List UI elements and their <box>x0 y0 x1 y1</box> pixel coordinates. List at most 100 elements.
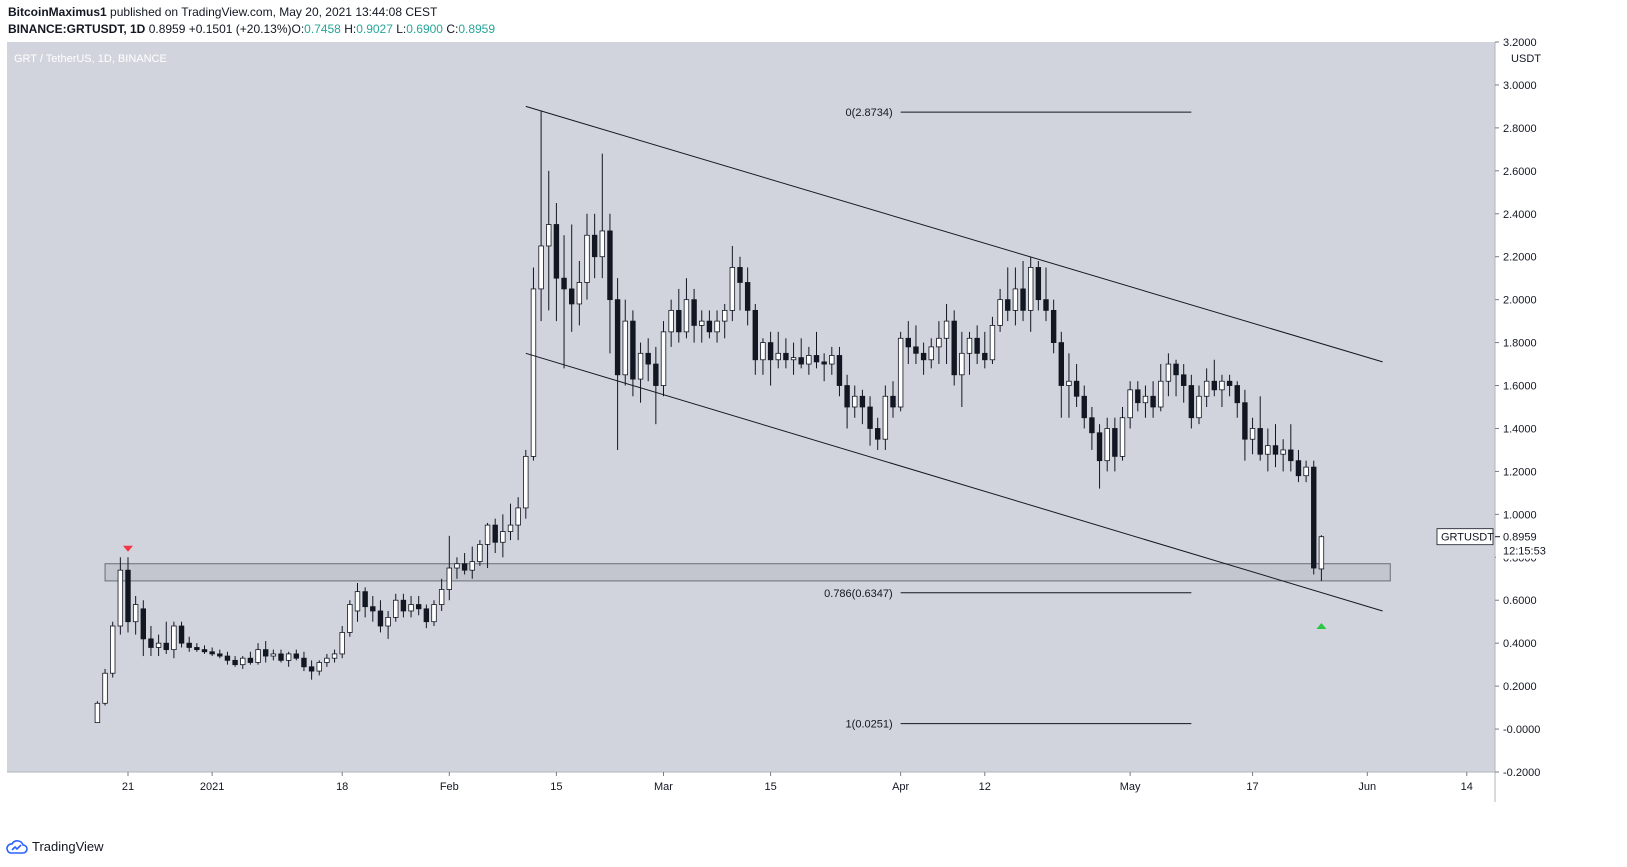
candle-body <box>423 608 430 623</box>
candle <box>668 299 674 347</box>
candle <box>423 604 430 629</box>
candle <box>943 303 950 365</box>
candle <box>1234 381 1240 418</box>
candle <box>1089 407 1095 450</box>
candle-body <box>1058 342 1064 386</box>
candle <box>408 595 414 618</box>
candle-body <box>1303 466 1309 477</box>
price-change: +0.1501 (+20.13%) <box>188 22 292 36</box>
candle <box>622 299 628 386</box>
candle-body <box>867 406 873 429</box>
candle-body <box>507 524 514 532</box>
candle <box>255 643 261 665</box>
candle <box>354 583 361 622</box>
candle <box>438 578 445 611</box>
candle-body <box>852 395 858 408</box>
candle <box>1242 389 1248 461</box>
candle <box>966 331 973 375</box>
y-tick-label: 0.6000 <box>1503 595 1537 607</box>
candle <box>1288 424 1294 472</box>
candle-body <box>1257 428 1263 455</box>
candle <box>324 653 330 667</box>
candle-body <box>829 355 835 365</box>
candle-body <box>951 320 957 376</box>
candle-body <box>691 299 697 326</box>
candle <box>400 593 407 618</box>
candle <box>370 595 376 622</box>
candle <box>515 497 521 541</box>
candle <box>1272 424 1279 468</box>
candle <box>1303 460 1309 483</box>
candle-body <box>1158 380 1164 408</box>
candle-body <box>255 649 261 663</box>
candle <box>1035 261 1042 311</box>
candle <box>798 338 804 369</box>
candle <box>706 310 713 339</box>
y-tick-label: 1.4000 <box>1503 423 1537 435</box>
candle <box>362 587 368 618</box>
x-tick-label: Jun <box>1358 781 1376 793</box>
high-label: H: <box>344 22 357 36</box>
candle-body <box>132 604 139 623</box>
candle <box>454 557 460 579</box>
candle <box>1295 449 1302 483</box>
candle-body <box>714 320 720 333</box>
green-up-marker <box>1316 623 1327 629</box>
candle <box>882 385 889 450</box>
candle <box>1104 417 1110 472</box>
candle <box>576 261 583 326</box>
candle-body <box>446 567 452 590</box>
candle-body <box>484 524 491 545</box>
candle-body <box>1119 417 1126 457</box>
candle <box>385 610 391 639</box>
candle <box>660 321 667 397</box>
candle <box>1012 267 1019 326</box>
candle-body <box>1226 380 1233 386</box>
candle <box>637 342 644 403</box>
candle <box>821 353 827 382</box>
candle <box>775 331 781 369</box>
candle-body <box>767 342 774 361</box>
candle-body <box>1089 417 1095 434</box>
candle <box>507 503 514 541</box>
candle-body <box>148 638 154 648</box>
candle <box>285 651 292 667</box>
candle-body <box>217 653 223 657</box>
fib-level-label: 0.786(0.6347) <box>824 588 893 600</box>
candle <box>301 651 307 672</box>
candle-body <box>760 342 766 361</box>
tradingview-logo[interactable]: TradingView <box>6 839 104 854</box>
author-name[interactable]: BitcoinMaximus1 <box>8 5 107 19</box>
candle <box>1173 359 1179 397</box>
candle-body <box>523 455 529 509</box>
countdown-label: 12:15:53 <box>1503 546 1546 558</box>
candle-body <box>660 331 667 386</box>
candle <box>1318 535 1325 581</box>
candle-body <box>699 320 705 326</box>
y-tick-label: 1.0000 <box>1503 509 1537 521</box>
y-tick-label: 3.0000 <box>1503 80 1537 92</box>
candle <box>1005 267 1011 322</box>
candle-body <box>844 385 850 408</box>
y-tick-label: 0.2000 <box>1503 681 1537 693</box>
candle-body <box>178 625 185 644</box>
candle-body <box>775 352 781 361</box>
x-tick-label: Mar <box>654 781 673 793</box>
ohlc-header: BINANCE:GRTUSDT, 1D 0.8959 +0.1501 (+20.… <box>8 22 495 36</box>
candle <box>1203 368 1210 407</box>
drawings: 0(2.8734) 0.786(0.6347) 1(0.0251) <box>123 105 1383 731</box>
candle <box>569 224 575 332</box>
plot-area[interactable] <box>7 42 1495 772</box>
candle <box>431 600 437 626</box>
y-tick-label: 2.0000 <box>1503 295 1537 307</box>
candle-body <box>1203 380 1210 397</box>
candle-body <box>599 230 605 258</box>
candle <box>829 346 835 375</box>
candle <box>140 600 146 657</box>
candle <box>1226 374 1233 397</box>
candle-body <box>806 355 812 365</box>
candle-body <box>324 657 330 663</box>
candle <box>316 660 322 676</box>
candle <box>959 331 965 407</box>
